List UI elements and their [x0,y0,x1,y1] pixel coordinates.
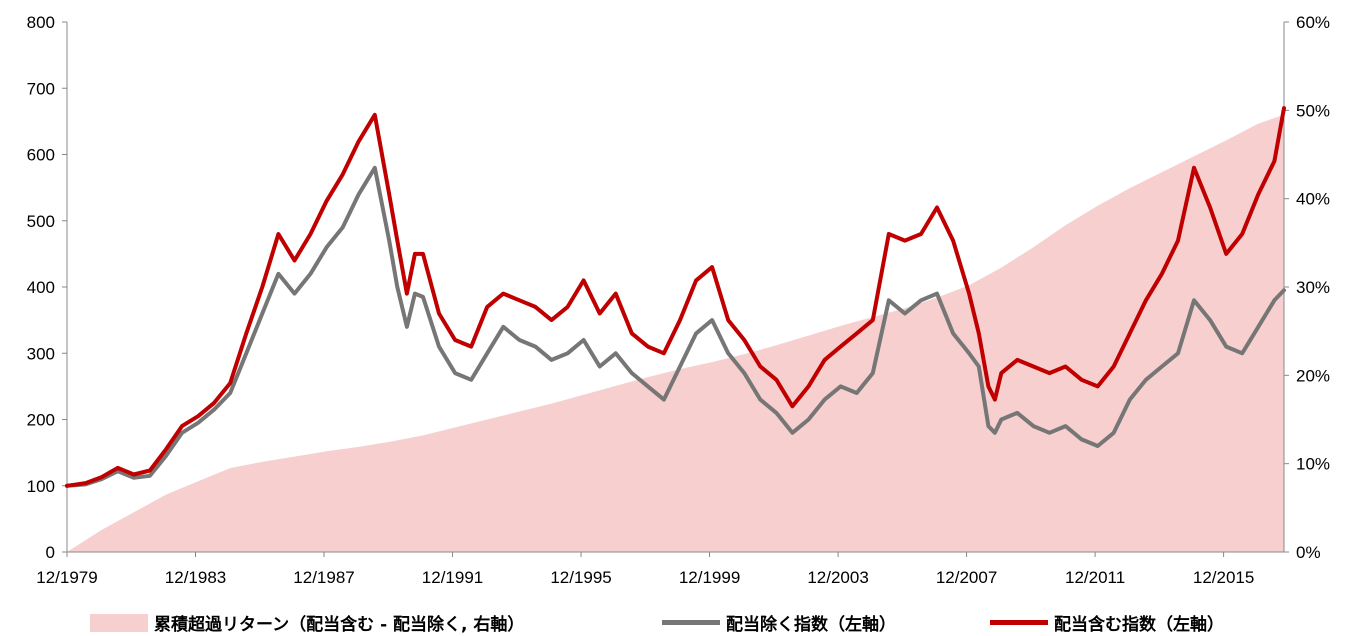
x-tick-label: 12/2011 [1065,568,1125,587]
axes-layer [62,21,1289,557]
right-tick-label: 10% [1296,455,1330,474]
legend: 累積超過リターン（配当含む - 配当除く, 右軸） 配当除く指数（左軸） 配当含… [0,604,1347,636]
tick-labels-layer: 0 100 200 300 400 500 600 700 800 0% 10% 20% 30% 40% 5… [27,13,1330,587]
left-tick-label: 700 [27,79,55,98]
legend-item-excess-return: 累積超過リターン（配当含む - 配当除く, 右軸） [90,610,524,635]
left-tick-label: 0 [46,543,55,562]
left-tick-label: 600 [27,146,55,165]
series-area-excess-return [67,114,1284,552]
x-tick-label: 12/1991 [422,568,483,587]
x-tick-label: 12/2007 [936,568,997,587]
right-tick-label: 0% [1296,543,1321,562]
x-tick-label: 12/1979 [36,568,97,587]
legend-swatch-area [90,613,148,632]
left-tick-label: 500 [27,212,55,231]
legend-label-ex-dividend: 配当除く指数（左軸） [726,615,896,635]
legend-item-ex-dividend: 配当除く指数（左軸） [662,610,896,635]
right-tick-label: 60% [1296,13,1330,32]
legend-label-with-dividend: 配当含む指数（左軸） [1054,615,1224,635]
cumulative-excess-area-layer [67,114,1284,552]
x-tick-label: 12/1987 [293,568,354,587]
right-tick-label: 50% [1296,101,1330,120]
x-tick-label: 12/2015 [1193,568,1254,587]
series-line-with-dividend [65,106,1286,488]
legend-label-excess-return: 累積超過リターン（配当含む - 配当除く, 右軸） [154,615,525,635]
left-tick-label: 300 [27,344,55,363]
left-tick-label: 400 [27,278,55,297]
index-lines-layer [65,106,1286,488]
x-tick-label: 12/1995 [550,568,611,587]
legend-item-with-dividend: 配当含む指数（左軸） [990,610,1224,635]
legend-swatch-gray-line [662,620,720,625]
legend-swatch-red-line [990,620,1048,625]
right-tick-label: 30% [1296,278,1330,297]
x-tick-label: 12/1999 [679,568,740,587]
series-line-ex-dividend [65,165,1286,488]
right-tick-label: 20% [1296,366,1330,385]
left-tick-label: 200 [27,411,55,430]
left-tick-label: 800 [27,13,55,32]
right-tick-label: 40% [1296,190,1330,209]
left-tick-label: 100 [27,477,55,496]
x-tick-label: 12/2003 [807,568,868,587]
x-tick-label: 12/1983 [165,568,226,587]
